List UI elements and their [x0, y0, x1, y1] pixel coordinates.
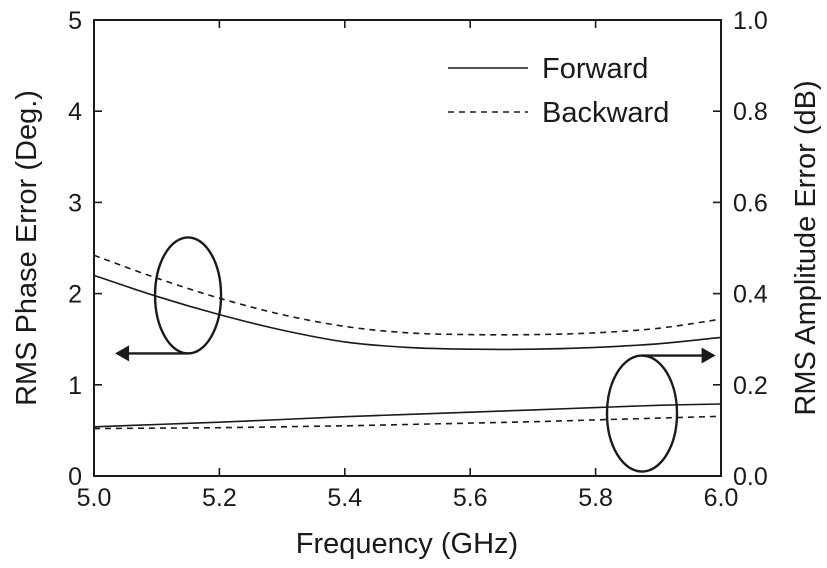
right-axis-title: RMS Amplitude Error (dB): [790, 80, 822, 415]
right-tick-label: 0.4: [733, 281, 768, 309]
left-tick-label: 5: [68, 7, 82, 35]
x-tick-label: 5.4: [327, 484, 362, 512]
left-tick-label: 0: [68, 463, 82, 491]
x-tick-label: 5.8: [578, 484, 613, 512]
phase-arrow-head-icon: [115, 345, 130, 362]
x-axis-title: Frequency (GHz): [296, 528, 518, 560]
series-lines: [93, 254, 722, 430]
annotations: [115, 236, 716, 473]
legend: Forward Backward: [448, 53, 669, 129]
right-tick-label: 1.0: [733, 7, 768, 35]
series-amplitude-forward: [93, 403, 722, 428]
right-tick-label: 0.0: [733, 463, 768, 491]
left-tick-label: 3: [68, 189, 82, 217]
right-tick-label: 0.6: [733, 189, 768, 217]
series-phase-forward: [93, 274, 722, 351]
x-tick-label: 5.6: [453, 484, 488, 512]
tick-labels: 5.0 5.2 5.4 5.6 5.8 6.0 0 1 2 3 4 5 0.0 0.2 0.4 0.6 0.8 1…: [68, 7, 768, 512]
x-tick-label: 6.0: [704, 484, 739, 512]
plot-frame: [93, 19, 722, 477]
tick-marks: [93, 19, 722, 477]
legend-label-forward: Forward: [542, 53, 648, 85]
x-tick-label: 5.0: [77, 484, 112, 512]
x-tick-label: 5.2: [202, 484, 237, 512]
series-amplitude-backward: [93, 415, 722, 430]
right-tick-label: 0.2: [733, 372, 768, 400]
left-tick-label: 4: [68, 98, 82, 126]
amplitude-arrow-head-icon: [701, 347, 716, 364]
right-tick-label: 0.8: [733, 98, 768, 126]
left-axis-title: RMS Phase Error (Deg.): [11, 90, 43, 406]
series-phase-backward: [93, 254, 722, 336]
legend-label-backward: Backward: [542, 97, 669, 129]
amplitude-annotation-ellipse: [605, 354, 679, 473]
left-tick-label: 1: [68, 372, 82, 400]
left-tick-label: 2: [68, 281, 82, 309]
